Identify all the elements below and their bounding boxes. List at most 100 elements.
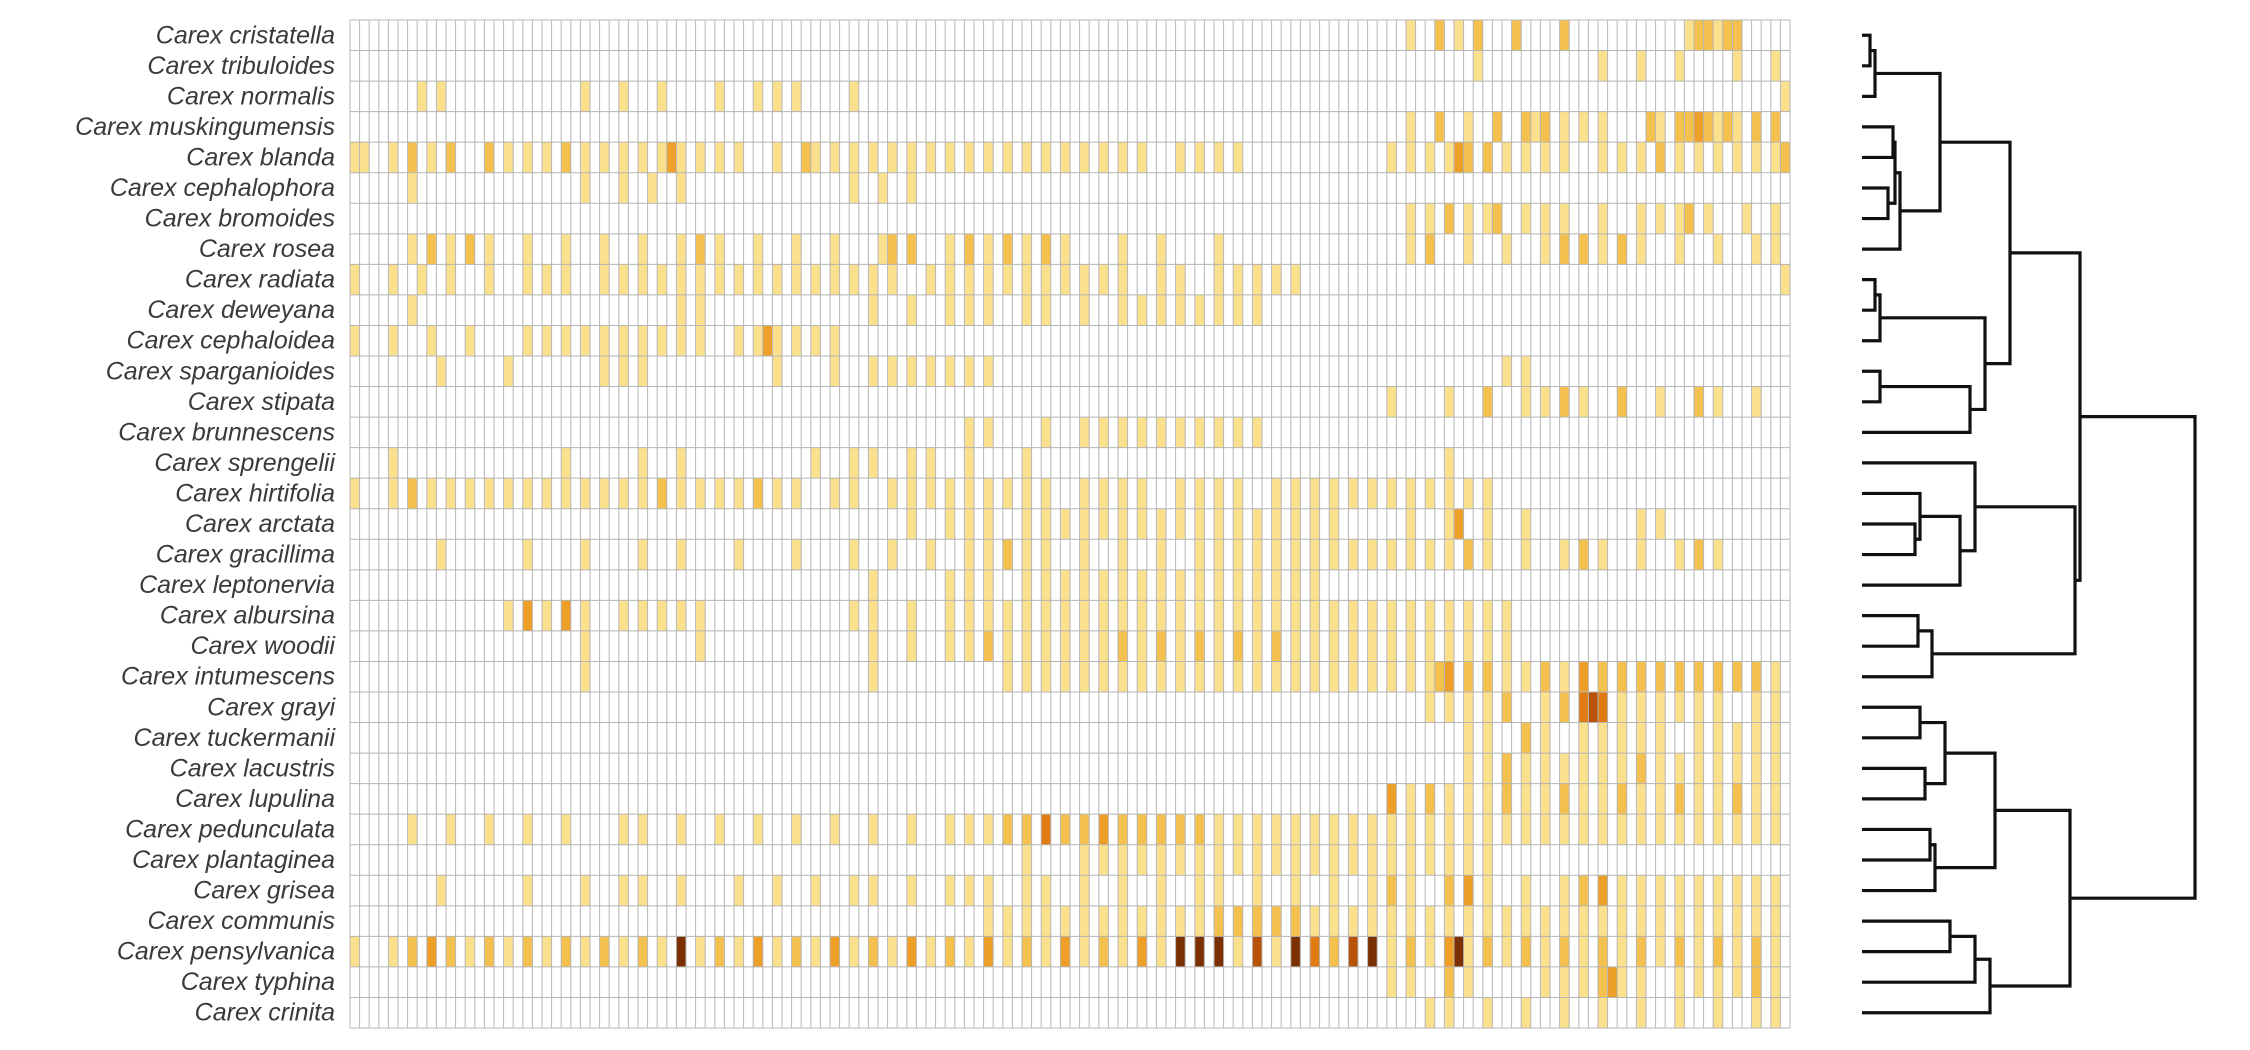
heatmap-cell xyxy=(964,875,974,906)
heatmap-cell xyxy=(868,936,878,967)
dendrogram-branch xyxy=(1862,614,1920,648)
heatmap-cell xyxy=(1194,294,1205,326)
heatmap-cell xyxy=(1290,264,1301,295)
heatmap-cell xyxy=(1617,722,1627,754)
heatmap-cell xyxy=(906,508,917,540)
heatmap-cell xyxy=(1770,875,1781,906)
heatmap-cell xyxy=(599,478,610,509)
heatmap-cell xyxy=(1482,478,1493,509)
heatmap-cell xyxy=(676,294,686,326)
heatmap-cell xyxy=(599,264,610,295)
heatmap-cell xyxy=(1521,936,1531,967)
heatmap-cell xyxy=(1655,875,1666,906)
heatmap-cell xyxy=(1406,844,1416,876)
heatmap-cell xyxy=(1233,630,1243,662)
heatmap-cell xyxy=(1022,539,1032,570)
heatmap-cell xyxy=(1444,661,1454,692)
heatmap-cell xyxy=(1137,600,1147,631)
heatmap-cell xyxy=(1425,997,1435,1028)
heatmap-cell xyxy=(1098,142,1109,173)
heatmap-cell xyxy=(1463,203,1474,234)
row-label: Carex grisea xyxy=(193,877,335,905)
heatmap-cell xyxy=(810,325,821,356)
heatmap-cell xyxy=(1482,783,1493,815)
heatmap-cell xyxy=(638,447,648,479)
heatmap-cell xyxy=(1194,508,1205,540)
heatmap-cell xyxy=(1751,661,1762,692)
heatmap-cell xyxy=(1348,814,1358,845)
heatmap-cell xyxy=(1348,661,1358,692)
heatmap-cell xyxy=(1444,905,1454,937)
heatmap-grid xyxy=(349,19,1791,1029)
heatmap-cell xyxy=(1732,753,1742,784)
heatmap-cell xyxy=(849,264,859,295)
heatmap-cell xyxy=(465,478,475,509)
heatmap-cell xyxy=(1329,478,1339,509)
heatmap-cell xyxy=(580,478,590,509)
heatmap-cell xyxy=(1674,539,1685,570)
heatmap-cell xyxy=(1540,233,1550,265)
heatmap-cell xyxy=(1559,539,1570,570)
heatmap-cell xyxy=(714,264,725,295)
row-label: Carex gracillima xyxy=(156,541,335,569)
heatmap-cell xyxy=(1751,875,1762,906)
heatmap-cell xyxy=(1271,508,1282,540)
heatmap-cell xyxy=(388,264,398,295)
heatmap-cell xyxy=(830,233,840,265)
heatmap-cell xyxy=(580,539,590,570)
heatmap-cell xyxy=(695,294,706,326)
heatmap-cell xyxy=(446,264,456,295)
heatmap-cell xyxy=(1463,600,1474,631)
heatmap-cell xyxy=(1175,478,1186,509)
heatmap-cell xyxy=(1674,692,1685,723)
heatmap-cell xyxy=(772,81,782,112)
heatmap-cell xyxy=(1636,814,1646,845)
heatmap-cell xyxy=(945,569,955,601)
heatmap-cell xyxy=(1636,936,1646,967)
heatmap-cell xyxy=(1156,844,1166,876)
heatmap-cell xyxy=(1310,630,1320,662)
heatmap-cell xyxy=(1444,997,1454,1028)
heatmap-cell xyxy=(1425,233,1435,265)
heatmap-cell xyxy=(618,142,629,173)
heatmap-cell xyxy=(1444,692,1454,723)
heatmap-cell xyxy=(1559,997,1570,1028)
heatmap-cell xyxy=(1751,905,1762,937)
heatmap-cell xyxy=(503,936,514,967)
heatmap-cell xyxy=(1694,111,1704,143)
heatmap-cell xyxy=(417,264,427,295)
heatmap-cell xyxy=(1290,478,1301,509)
heatmap-cell xyxy=(1559,905,1570,937)
heatmap-cell xyxy=(1770,936,1781,967)
heatmap-cell xyxy=(1751,386,1762,418)
heatmap-cell xyxy=(1444,478,1454,509)
heatmap-cell xyxy=(1079,569,1090,601)
heatmap-cell xyxy=(1770,997,1781,1028)
heatmap-cell xyxy=(1684,203,1694,234)
heatmap-cell xyxy=(503,600,514,631)
heatmap-cell xyxy=(849,936,859,967)
heatmap-cell xyxy=(1406,661,1416,692)
heatmap-cell xyxy=(638,233,648,265)
heatmap-cell xyxy=(1655,905,1666,937)
heatmap-cell xyxy=(1751,753,1762,784)
heatmap-cell xyxy=(1329,600,1339,631)
heatmap-cell xyxy=(1214,508,1224,540)
heatmap-cell xyxy=(1636,966,1646,998)
heatmap-cell xyxy=(1271,661,1282,692)
heatmap-cell xyxy=(1482,814,1493,845)
heatmap-cell xyxy=(1348,630,1358,662)
heatmap-cell xyxy=(522,478,533,509)
dendrogram-branch xyxy=(1862,491,1922,541)
heatmap-cell xyxy=(964,814,974,845)
heatmap-cell xyxy=(1310,569,1320,601)
heatmap-cell xyxy=(676,142,686,173)
heatmap-cell xyxy=(1194,936,1205,967)
heatmap-cell xyxy=(1233,814,1243,845)
heatmap-cell xyxy=(1252,661,1262,692)
heatmap-cell xyxy=(1617,142,1627,173)
heatmap-cell xyxy=(618,325,629,356)
heatmap-cell xyxy=(1060,569,1070,601)
heatmap-cell xyxy=(1367,905,1378,937)
heatmap-cell xyxy=(1617,386,1627,418)
